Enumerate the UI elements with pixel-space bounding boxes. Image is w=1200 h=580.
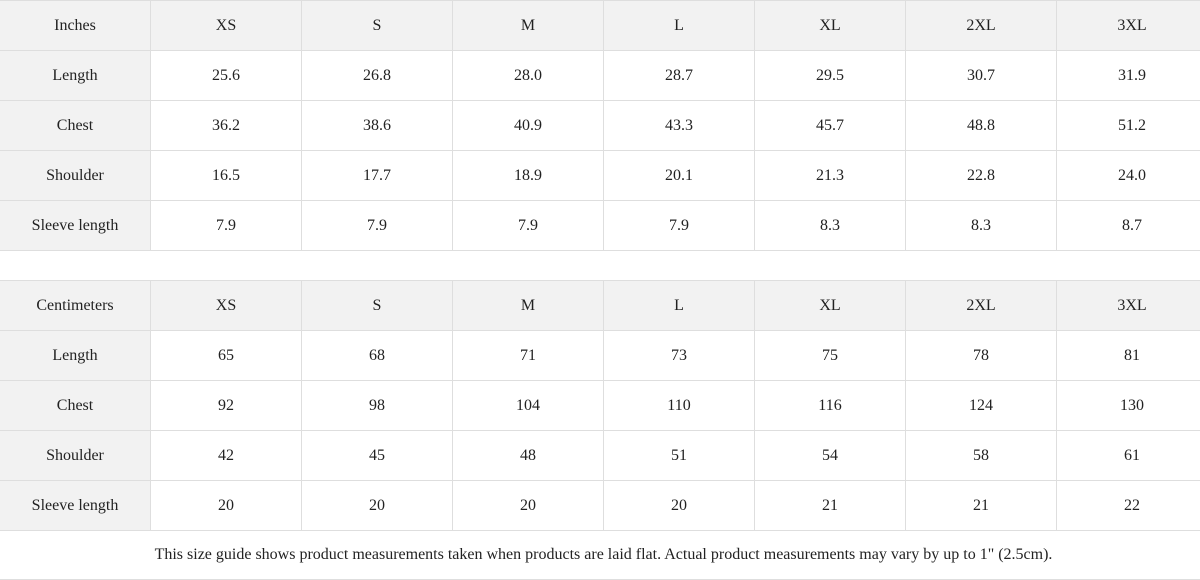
measurement-cell: 78 [905, 330, 1057, 381]
measurement-cell: 116 [754, 380, 906, 431]
size-header: M [452, 280, 604, 331]
measurement-cell: 98 [301, 380, 453, 431]
measurement-cell: 28.7 [603, 50, 755, 101]
measurement-cell: 58 [905, 430, 1057, 481]
measurement-cell: 73 [603, 330, 755, 381]
measurement-cell: 29.5 [754, 50, 906, 101]
measurement-cell: 20.1 [603, 150, 755, 201]
row-label: Sleeve length [0, 200, 151, 251]
measurement-cell: 36.2 [150, 100, 302, 151]
measurement-cell: 31.9 [1056, 50, 1200, 101]
measurement-cell: 45 [301, 430, 453, 481]
measurement-cell: 75 [754, 330, 906, 381]
measurement-cell: 21.3 [754, 150, 906, 201]
table-row: Sleeve length 7.9 7.9 7.9 7.9 8.3 8.3 8.7 [0, 200, 1200, 251]
measurement-cell: 16.5 [150, 150, 302, 201]
size-header: L [603, 0, 755, 51]
measurement-cell: 71 [452, 330, 604, 381]
table-row: Length 25.6 26.8 28.0 28.7 29.5 30.7 31.9 [0, 50, 1200, 101]
row-label: Length [0, 330, 151, 381]
row-label: Shoulder [0, 430, 151, 481]
size-header: 2XL [905, 280, 1057, 331]
row-label: Sleeve length [0, 480, 151, 531]
size-header: XS [150, 280, 302, 331]
size-header: L [603, 280, 755, 331]
measurement-cell: 8.3 [754, 200, 906, 251]
measurement-cell: 17.7 [301, 150, 453, 201]
footnote-row: This size guide shows product measuremen… [0, 530, 1200, 580]
measurement-cell: 20 [603, 480, 755, 531]
measurement-cell: 48 [452, 430, 604, 481]
size-header: M [452, 0, 604, 51]
measurement-cell: 8.3 [905, 200, 1057, 251]
footnote: This size guide shows product measuremen… [0, 530, 1200, 580]
header-row: Inches XS S M L XL 2XL 3XL [0, 0, 1200, 51]
measurement-cell: 61 [1056, 430, 1200, 481]
measurement-cell: 42 [150, 430, 302, 481]
table-row: Sleeve length 20 20 20 20 21 21 22 [0, 480, 1200, 531]
measurement-cell: 25.6 [150, 50, 302, 101]
measurement-cell: 8.7 [1056, 200, 1200, 251]
measurement-cell: 20 [452, 480, 604, 531]
size-header: 2XL [905, 0, 1057, 51]
measurement-cell: 21 [905, 480, 1057, 531]
size-header: XL [754, 0, 906, 51]
size-header: 3XL [1056, 280, 1200, 331]
measurement-cell: 65 [150, 330, 302, 381]
size-header: XS [150, 0, 302, 51]
measurement-cell: 7.9 [452, 200, 604, 251]
measurement-cell: 30.7 [905, 50, 1057, 101]
measurement-cell: 51 [603, 430, 755, 481]
measurement-cell: 81 [1056, 330, 1200, 381]
measurement-cell: 51.2 [1056, 100, 1200, 151]
measurement-cell: 68 [301, 330, 453, 381]
unit-header: Inches [0, 0, 151, 51]
header-row: Centimeters XS S M L XL 2XL 3XL [0, 280, 1200, 331]
table-spacer [0, 250, 1200, 281]
measurement-cell: 22 [1056, 480, 1200, 531]
measurement-cell: 40.9 [452, 100, 604, 151]
measurement-cell: 45.7 [754, 100, 906, 151]
size-header: S [301, 280, 453, 331]
measurement-cell: 38.6 [301, 100, 453, 151]
spacer-cell [0, 250, 1200, 281]
measurement-cell: 18.9 [452, 150, 604, 201]
size-header: S [301, 0, 453, 51]
measurement-cell: 20 [301, 480, 453, 531]
size-header: XL [754, 280, 906, 331]
measurement-cell: 7.9 [150, 200, 302, 251]
table-row: Length 65 68 71 73 75 78 81 [0, 330, 1200, 381]
table-row: Chest 92 98 104 110 116 124 130 [0, 380, 1200, 431]
table-row: Shoulder 16.5 17.7 18.9 20.1 21.3 22.8 24.0 [0, 150, 1200, 201]
measurement-cell: 124 [905, 380, 1057, 431]
measurement-cell: 20 [150, 480, 302, 531]
measurement-cell: 28.0 [452, 50, 604, 101]
row-label: Shoulder [0, 150, 151, 201]
row-label: Chest [0, 100, 151, 151]
measurement-cell: 48.8 [905, 100, 1057, 151]
unit-header: Centimeters [0, 280, 151, 331]
size-header: 3XL [1056, 0, 1200, 51]
measurement-cell: 104 [452, 380, 604, 431]
measurement-cell: 92 [150, 380, 302, 431]
measurement-cell: 21 [754, 480, 906, 531]
measurement-cell: 24.0 [1056, 150, 1200, 201]
table-row: Shoulder 42 45 48 51 54 58 61 [0, 430, 1200, 481]
table-row: Chest 36.2 38.6 40.9 43.3 45.7 48.8 51.2 [0, 100, 1200, 151]
measurement-cell: 43.3 [603, 100, 755, 151]
row-label: Chest [0, 380, 151, 431]
measurement-cell: 110 [603, 380, 755, 431]
measurement-cell: 26.8 [301, 50, 453, 101]
row-label: Length [0, 50, 151, 101]
measurement-cell: 22.8 [905, 150, 1057, 201]
measurement-cell: 7.9 [301, 200, 453, 251]
measurement-cell: 130 [1056, 380, 1200, 431]
measurement-cell: 7.9 [603, 200, 755, 251]
measurement-cell: 54 [754, 430, 906, 481]
